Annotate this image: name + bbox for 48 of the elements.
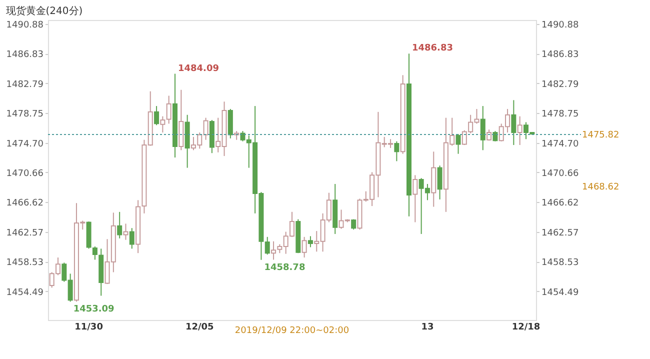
- candlestick: [117, 211, 122, 239]
- ref-line-label: 1475.82: [582, 130, 620, 141]
- annotation: 1484.09: [178, 64, 220, 74]
- candlestick: [154, 106, 160, 126]
- y2-tick-label: 1462.57: [542, 228, 579, 238]
- y2-tick-label: 1454.49: [542, 288, 579, 298]
- y-tick-label: 1458.53: [6, 258, 44, 268]
- y-tick-label: 1486.83: [6, 50, 44, 60]
- y2-tick-label: 1458.53: [542, 258, 579, 268]
- annotation: 1458.78: [264, 262, 306, 273]
- y2-tick-label: 1478.75: [542, 110, 579, 120]
- candlestick: [412, 174, 418, 223]
- candlestick: [394, 140, 400, 162]
- candlestick: [480, 106, 486, 151]
- y-tick-label: 1478.75: [6, 110, 44, 120]
- candlestick: [511, 100, 516, 146]
- annotation: 1486.83: [412, 44, 453, 54]
- y2-tick-label: 1482.79: [542, 80, 579, 90]
- y-tick-label: 1482.79: [6, 80, 44, 90]
- candlestick: [203, 117, 208, 140]
- annotation: 1453.09: [73, 304, 114, 315]
- y-tick-label: 1462.57: [6, 228, 44, 238]
- x-tick-label: 13: [421, 322, 434, 332]
- candlestick: [92, 246, 98, 260]
- y-tick-label: 1454.49: [6, 288, 44, 298]
- y2-tick-label: 1466.62: [542, 198, 579, 209]
- y2-tick-label: 1470.66: [542, 169, 579, 179]
- candlestick: [456, 133, 461, 154]
- y-tick-label: 1470.66: [6, 169, 44, 179]
- candlestick: [123, 223, 128, 240]
- chart-title: 现货黄金(240分): [6, 4, 83, 17]
- text: 2019/12/09 22:00~02:00: [234, 326, 350, 336]
- y-tick-label: 1466.62: [6, 198, 44, 209]
- candlestick: [517, 116, 522, 146]
- candlestick: [492, 130, 498, 142]
- x-tick-label: 12/18: [512, 322, 540, 332]
- y2-tick-label: 1474.70: [542, 139, 579, 150]
- candlestick: [437, 165, 442, 200]
- candlestick: [129, 228, 134, 250]
- candlestick: [308, 236, 313, 248]
- x-tick-label: 11/30: [74, 322, 103, 332]
- text: 1468.62: [582, 182, 620, 192]
- y-tick-label: 1490.88: [6, 20, 44, 30]
- y-tick-label: 1474.70: [6, 139, 44, 150]
- y2-tick-label: 1490.88: [542, 20, 579, 30]
- y2-tick-label: 1486.83: [542, 50, 579, 60]
- candlestick: [302, 236, 307, 258]
- x-tick-label: 12/05: [185, 322, 214, 332]
